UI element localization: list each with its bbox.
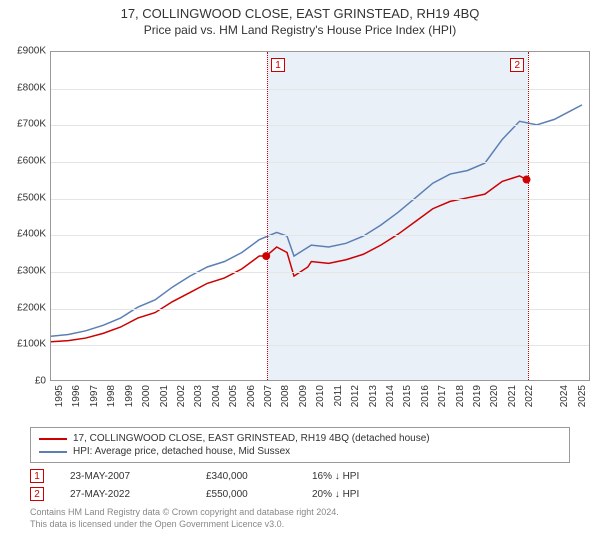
x-axis-label: 2006	[246, 385, 257, 407]
x-axis-label: 1995	[54, 385, 65, 407]
x-axis-label: 1999	[124, 385, 135, 407]
x-axis-label: 2011	[333, 385, 344, 407]
x-axis-label: 2016	[420, 385, 431, 407]
y-axis-label: £700K	[2, 119, 46, 130]
gridline	[51, 272, 589, 273]
chart-title: 17, COLLINGWOOD CLOSE, EAST GRINSTEAD, R…	[0, 0, 600, 21]
x-axis-label: 2024	[559, 385, 570, 407]
x-axis-label: 2019	[472, 385, 483, 407]
chart-subtitle: Price paid vs. HM Land Registry's House …	[0, 21, 600, 41]
legend-label: 17, COLLINGWOOD CLOSE, EAST GRINSTEAD, R…	[73, 433, 430, 444]
x-axis-label: 2002	[176, 385, 187, 407]
sale-price: £550,000	[206, 489, 286, 500]
y-axis-label: £0	[2, 376, 46, 387]
sale-diff: 20% ↓ HPI	[312, 489, 412, 500]
x-axis-label: 2012	[350, 385, 361, 407]
x-axis-label: 2000	[141, 385, 152, 407]
x-axis-label: 2017	[437, 385, 448, 407]
legend-item: 17, COLLINGWOOD CLOSE, EAST GRINSTEAD, R…	[39, 432, 561, 445]
x-axis-label: 2008	[280, 385, 291, 407]
footer-attribution: Contains HM Land Registry data © Crown c…	[30, 507, 570, 530]
sale-price: £340,000	[206, 471, 286, 482]
y-axis-label: £400K	[2, 229, 46, 240]
x-axis-label: 2015	[402, 385, 413, 407]
gridline	[51, 89, 589, 90]
chart-area: 12 £0£100K£200K£300K£400K£500K£600K£700K…	[0, 41, 600, 421]
plot-area: 12	[50, 51, 590, 381]
sale-marker-box: 2	[510, 58, 524, 72]
sale-marker: 1	[30, 469, 44, 483]
legend-box: 17, COLLINGWOOD CLOSE, EAST GRINSTEAD, R…	[30, 427, 570, 463]
line-series-svg	[51, 52, 589, 380]
x-axis-label: 2004	[211, 385, 222, 407]
x-axis-label: 1996	[71, 385, 82, 407]
x-axis-label: 2022	[524, 385, 535, 407]
x-axis-label: 2020	[489, 385, 500, 407]
gridline	[51, 162, 589, 163]
x-axis-label: 2007	[263, 385, 274, 407]
x-axis-label: 2005	[228, 385, 239, 407]
sale-date: 27-MAY-2022	[70, 489, 180, 500]
x-axis-label: 2010	[315, 385, 326, 407]
sales-table: 1 23-MAY-2007 £340,000 16% ↓ HPI 2 27-MA…	[30, 467, 570, 503]
legend-item: HPI: Average price, detached house, Mid …	[39, 445, 561, 458]
series-hpi	[51, 105, 582, 336]
gridline	[51, 125, 589, 126]
legend-swatch-blue	[39, 451, 67, 453]
x-axis-label: 1997	[89, 385, 100, 407]
x-axis-label: 2025	[577, 385, 588, 407]
x-axis-label: 2014	[385, 385, 396, 407]
gridline	[51, 199, 589, 200]
sale-diff: 16% ↓ HPI	[312, 471, 412, 482]
legend-swatch-red	[39, 438, 67, 440]
y-axis-label: £500K	[2, 192, 46, 203]
x-axis-label: 2001	[159, 385, 170, 407]
legend-label: HPI: Average price, detached house, Mid …	[73, 446, 290, 457]
x-axis-label: 2009	[298, 385, 309, 407]
y-axis-label: £300K	[2, 266, 46, 277]
x-axis-label: 2003	[193, 385, 204, 407]
gridline	[51, 309, 589, 310]
sale-dot	[523, 176, 531, 184]
sale-marker-line	[528, 52, 529, 380]
y-axis-label: £200K	[2, 302, 46, 313]
sale-date: 23-MAY-2007	[70, 471, 180, 482]
gridline	[51, 235, 589, 236]
sale-marker: 2	[30, 487, 44, 501]
sale-marker-box: 1	[271, 58, 285, 72]
y-axis-label: £900K	[2, 46, 46, 57]
x-axis-label: 1998	[106, 385, 117, 407]
footer-line: This data is licensed under the Open Gov…	[30, 519, 570, 531]
sale-marker-line	[267, 52, 268, 380]
x-axis-label: 2013	[368, 385, 379, 407]
x-axis-label: 2018	[455, 385, 466, 407]
gridline	[51, 345, 589, 346]
footer-line: Contains HM Land Registry data © Crown c…	[30, 507, 570, 519]
y-axis-label: £100K	[2, 339, 46, 350]
y-axis-label: £800K	[2, 82, 46, 93]
x-axis-label: 2021	[507, 385, 518, 407]
sale-row: 2 27-MAY-2022 £550,000 20% ↓ HPI	[30, 485, 570, 503]
sale-row: 1 23-MAY-2007 £340,000 16% ↓ HPI	[30, 467, 570, 485]
y-axis-label: £600K	[2, 156, 46, 167]
